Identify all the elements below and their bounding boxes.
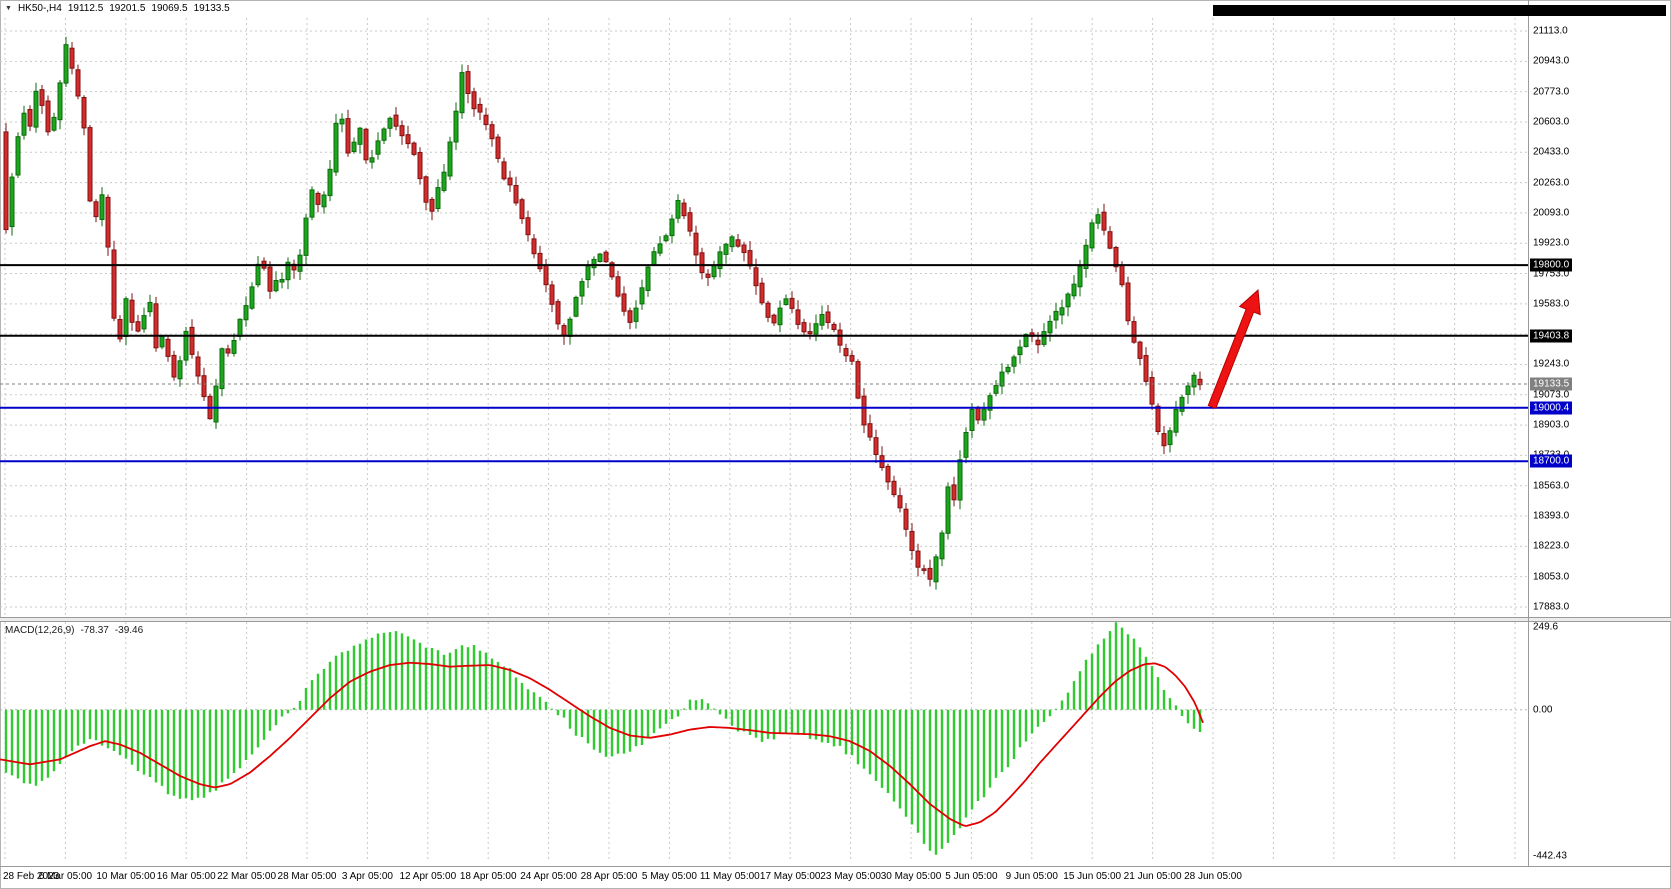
- ohlc-high: 19201.5: [109, 3, 146, 14]
- macd-main-value: -78.37: [80, 625, 109, 636]
- symbol-timeframe-label: HK50-,H4: [17, 3, 62, 14]
- macd-title: MACD(12,26,9): [5, 625, 75, 636]
- top-black-bar: [1213, 5, 1666, 16]
- macd-signal-value: -39.46: [114, 625, 144, 636]
- symbol-info-bar: ▼ HK50-,H4 19112.5 19201.5 19069.5 19133…: [5, 3, 230, 14]
- ohlc-low: 19069.5: [151, 3, 188, 14]
- ohlc-open: 19112.5: [67, 3, 104, 14]
- macd-indicator-label: MACD(12,26,9) -78.37 -39.46: [5, 625, 143, 636]
- chart-menu-icon[interactable]: ▼: [5, 4, 12, 12]
- ohlc-close: 19133.5: [193, 3, 230, 14]
